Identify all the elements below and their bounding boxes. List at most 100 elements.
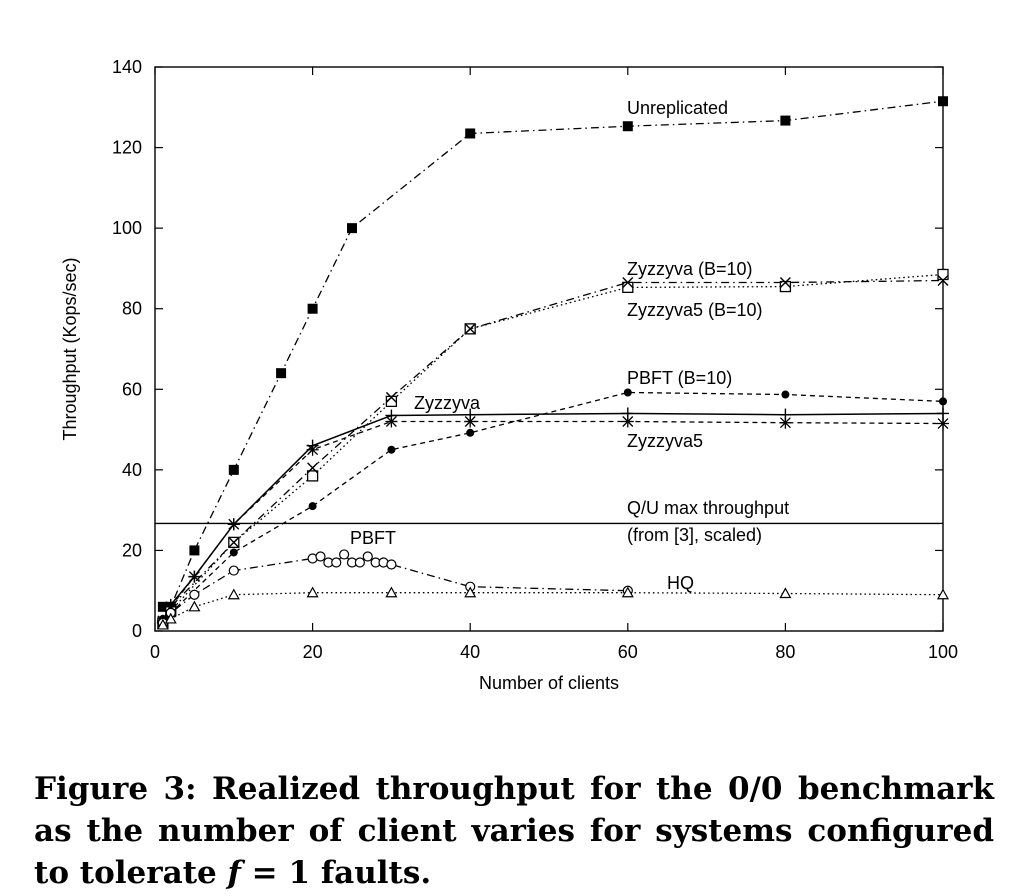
y-axis-title: Throughput (Kops/sec) (60, 257, 80, 440)
data-point (387, 445, 396, 454)
data-point (156, 618, 169, 630)
series-label-zyzzyva: Zyzzyva (414, 393, 481, 413)
data-point (464, 415, 477, 428)
qu-reference-label-line2: (from [3], scaled) (627, 525, 762, 545)
data-point (164, 612, 177, 624)
series-label-hq: HQ (667, 573, 694, 593)
axis-ticks: 0 20 40 60 80 100 0 20 40 60 80 100 120 140 (112, 57, 958, 662)
data-point (937, 417, 949, 430)
caption-suffix: faults. (310, 855, 432, 891)
series-label-unreplicated: Unreplicated (627, 98, 728, 118)
data-point (937, 275, 949, 287)
x-tick-label: 0 (150, 642, 160, 662)
data-point (386, 559, 397, 570)
series-line (162, 391, 944, 620)
series-pbft-b-10 (158, 388, 947, 623)
caption-equation: = 1 (240, 855, 311, 891)
data-point (779, 587, 792, 599)
data-point (385, 415, 398, 428)
data-point (465, 128, 476, 139)
figure-caption: Figure 3: Realized throughput for the 0/… (34, 768, 994, 894)
y-tick-label: 20 (122, 540, 142, 560)
data-point (362, 551, 373, 562)
y-tick-label: 80 (122, 299, 142, 319)
data-point (189, 589, 200, 600)
data-point (622, 277, 634, 289)
x-tick-label: 60 (618, 642, 638, 662)
data-point (188, 570, 201, 583)
data-point (228, 536, 240, 548)
data-point (937, 268, 949, 281)
series-zyzzyva-b-10 (157, 268, 949, 629)
x-axis-title: Number of clients (479, 673, 619, 693)
x-tick-label: 40 (460, 642, 480, 662)
x-tick-label: 80 (775, 642, 795, 662)
series-line (162, 412, 944, 622)
throughput-chart: 0 20 40 60 80 100 0 20 40 60 80 100 120 140 Q/U max t… (60, 57, 958, 693)
series-zyzzyva5 (156, 415, 949, 629)
data-point (227, 588, 240, 600)
data-point (228, 464, 239, 475)
series-hq (156, 586, 950, 630)
x-tick-label: 100 (928, 642, 958, 662)
series-line (162, 592, 944, 626)
y-tick-label: 60 (122, 379, 142, 399)
data-point (937, 407, 949, 420)
series-zyzzyva5-b-10 (157, 275, 949, 627)
data-point (306, 443, 319, 456)
y-tick-label: 120 (112, 138, 142, 158)
data-point (306, 470, 319, 482)
series-labels: Q/U max throughput (from [3], scaled) Unre… (350, 98, 789, 593)
series-line (162, 420, 944, 624)
data-point (621, 586, 634, 598)
data-point (347, 223, 357, 234)
data-point (779, 277, 791, 289)
data-point (189, 545, 200, 556)
series-label-zyzzyva5: Zyzzyva5 (627, 431, 703, 451)
data-point (339, 549, 350, 560)
data-point (229, 548, 238, 557)
series-label-pbft-b-10: PBFT (B=10) (627, 368, 732, 388)
data-point (354, 557, 365, 568)
data-point (781, 390, 790, 399)
data-point (227, 518, 240, 531)
x-tick-label: 20 (303, 642, 323, 662)
data-point (621, 415, 634, 428)
series-unreplicated (157, 96, 948, 612)
data-point (939, 397, 947, 406)
data-point (306, 586, 319, 598)
series-label-zyzzyva5-b-10: Zyzzyva5 (B=10) (627, 300, 763, 320)
y-tick-label: 40 (122, 460, 142, 480)
data-point (188, 600, 201, 612)
caption-variable: f (227, 855, 241, 891)
series-pbft (157, 549, 633, 629)
data-point (157, 601, 168, 612)
series-label-pbft: PBFT (350, 528, 396, 548)
series-line (162, 273, 944, 624)
data-point (385, 586, 398, 598)
qu-reference-label: Q/U max throughput (627, 498, 789, 518)
data-point (308, 502, 317, 511)
data-point (331, 557, 342, 568)
series-label-zyzzyva-b-10: Zyzzyva (B=10) (627, 259, 753, 279)
data-point (385, 391, 397, 403)
data-point (779, 416, 792, 429)
y-tick-label: 140 (112, 57, 142, 77)
series-line (162, 100, 944, 608)
series-layer (155, 96, 950, 630)
data-point (464, 586, 477, 598)
y-tick-label: 0 (132, 621, 142, 641)
data-point (466, 428, 475, 437)
plot-frame (154, 66, 944, 632)
data-point (315, 551, 326, 562)
data-point (938, 96, 948, 107)
data-point (623, 388, 632, 397)
data-point (307, 462, 319, 474)
data-point (164, 600, 177, 613)
data-point (622, 121, 633, 132)
data-point (464, 323, 476, 335)
data-point (276, 368, 287, 379)
data-point (307, 303, 318, 314)
data-point (780, 115, 791, 126)
series-line (162, 279, 944, 622)
